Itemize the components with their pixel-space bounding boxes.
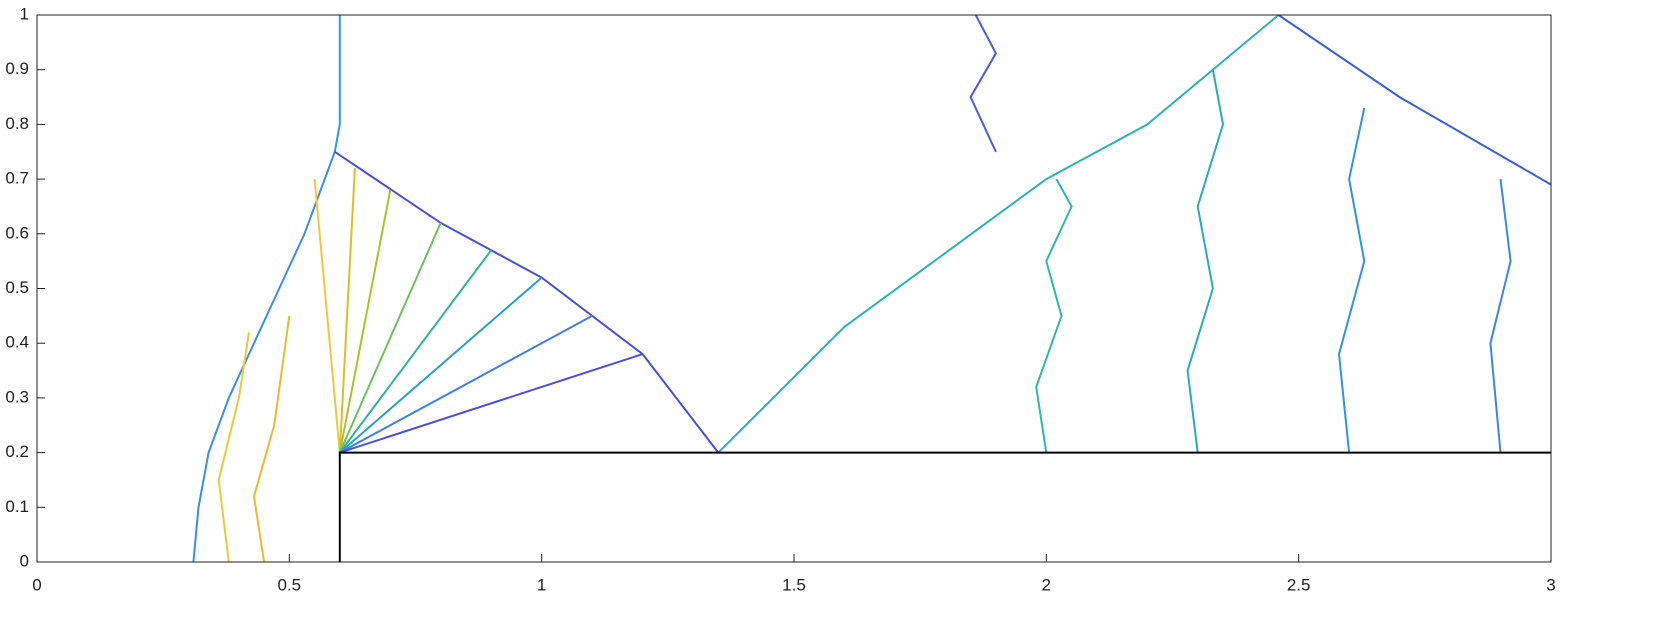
contour-line (192, 151, 336, 563)
contour-line (217, 332, 250, 563)
contour-line (339, 276, 543, 454)
y-tick-label: 1 (20, 4, 29, 23)
contour-line (1186, 69, 1225, 453)
x-tick-label: 1.5 (782, 575, 806, 594)
x-tick-label: 1 (537, 575, 546, 594)
y-tick-label: 0.8 (5, 114, 29, 133)
x-tick-label: 0.5 (278, 575, 302, 594)
y-tick-label: 0.6 (5, 223, 29, 242)
contour-line (313, 179, 341, 453)
y-tick-label: 0.2 (5, 442, 29, 461)
contour-line (1277, 14, 1552, 186)
contour-line (1489, 178, 1512, 453)
contour-line (1337, 107, 1366, 453)
contour-line (338, 249, 493, 454)
contour-line (338, 451, 1551, 562)
y-tick-label: 0.1 (5, 497, 29, 516)
y-tick-label: 0 (20, 551, 29, 570)
contour-line (339, 315, 593, 454)
contour-line (339, 353, 643, 454)
x-tick-label: 2.5 (1287, 575, 1311, 594)
axes-box (36, 14, 1552, 563)
contour-line (338, 168, 356, 453)
contour-line (717, 14, 1280, 454)
x-tick-label: 0 (32, 575, 41, 594)
contour-line (252, 315, 291, 563)
contour-line (338, 189, 392, 453)
y-tick-label: 0.4 (5, 333, 29, 352)
x-tick-label: 2 (1042, 575, 1051, 594)
contour-line (969, 14, 998, 153)
y-tick-label: 0.5 (5, 278, 29, 297)
contour-line (333, 15, 341, 152)
y-tick-label: 0.7 (5, 169, 29, 188)
x-tick-label: 3 (1546, 575, 1555, 594)
contour-line (1035, 178, 1073, 453)
y-tick-label: 0.9 (5, 59, 29, 78)
y-tick-label: 0.3 (5, 387, 29, 406)
contour-line (338, 222, 442, 454)
